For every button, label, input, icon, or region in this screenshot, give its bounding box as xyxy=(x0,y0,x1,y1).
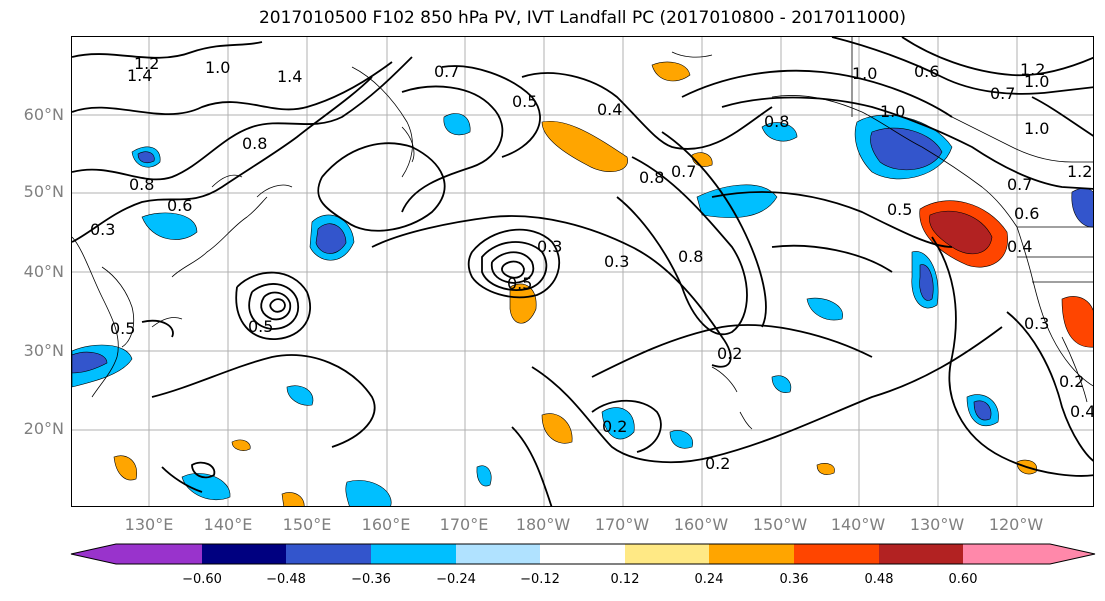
contour-label: 1.0 xyxy=(852,64,877,83)
contour-label: 0.8 xyxy=(129,175,154,194)
map-panel: 1.2 1.4 1.0 1.4 0.7 0.5 0.4 0.8 0.8 0.6 … xyxy=(71,36,1094,507)
contour-label: 0.3 xyxy=(537,237,562,256)
contour-label: 0.4 xyxy=(597,100,622,119)
contour-label: 1.4 xyxy=(127,66,152,85)
contour-label: 0.7 xyxy=(434,62,459,81)
contour-label: 0.4 xyxy=(1070,402,1094,421)
colorbar-tick: −0.36 xyxy=(351,572,391,587)
graticule xyxy=(72,37,1093,506)
contour-label: 0.7 xyxy=(1007,175,1032,194)
colorbar-tick: −0.24 xyxy=(436,572,476,587)
contour-label: 0.5 xyxy=(110,319,135,338)
lon-label-170w: 170°W xyxy=(594,515,650,534)
contour-label: 0.4 xyxy=(1007,237,1032,256)
contour-label: 0.8 xyxy=(242,134,267,153)
contour-label: 0.7 xyxy=(990,84,1015,103)
lat-label-20n: 20°N xyxy=(23,419,64,438)
contour-label: 1.2 xyxy=(1067,162,1092,181)
lon-label-150w: 150°W xyxy=(752,515,808,534)
ivt-pc-shading xyxy=(72,61,1093,506)
figure-title: 2017010500 F102 850 hPa PV, IVT Landfall… xyxy=(258,8,906,28)
colorbar-segment xyxy=(879,544,963,564)
colorbar-segment xyxy=(625,544,709,564)
colorbar-segment xyxy=(456,544,540,564)
contour-label: 1.2 xyxy=(1020,60,1045,79)
map-svg: 1.2 1.4 1.0 1.4 0.7 0.5 0.4 0.8 0.8 0.6 … xyxy=(72,37,1094,506)
colorbar-segment xyxy=(202,544,286,564)
contour-label: 0.5 xyxy=(248,317,273,336)
contour-label: 0.8 xyxy=(764,112,789,131)
colorbar-outline xyxy=(70,543,1096,565)
contour-label: 1.0 xyxy=(1024,119,1049,138)
colorbar-segment xyxy=(286,544,371,564)
colorbar-segment xyxy=(71,544,202,564)
contour-label: 0.6 xyxy=(1014,204,1039,223)
lat-label-50n: 50°N xyxy=(23,182,64,201)
contour-label: 0.2 xyxy=(602,417,627,436)
colorbar-segment xyxy=(371,544,456,564)
contour-label: 1.0 xyxy=(1024,72,1049,91)
contour-label: 0.3 xyxy=(604,252,629,271)
lon-label-150e: 150°E xyxy=(282,515,332,534)
contour-label: 1.2 xyxy=(134,54,159,73)
colorbar-tick: −0.60 xyxy=(182,572,222,587)
contour-label: 1.0 xyxy=(880,102,905,121)
contour-label: 0.2 xyxy=(1059,372,1084,391)
contour-label: 0.2 xyxy=(717,344,742,363)
lon-label-180w: 180°W xyxy=(515,515,571,534)
coastlines xyxy=(72,37,1093,430)
contour-label: 0.2 xyxy=(705,454,730,473)
lon-label-140e: 140°E xyxy=(203,515,253,534)
contour-label: 0.6 xyxy=(167,196,192,215)
colorbar-tick: 0.36 xyxy=(779,572,809,587)
colorbar-tick: −0.12 xyxy=(520,572,560,587)
contour-label: 0.8 xyxy=(639,168,664,187)
contour-label: 1.4 xyxy=(277,67,302,86)
lon-label-140w: 140°W xyxy=(830,515,886,534)
pv-contours xyxy=(72,37,1093,506)
lon-label-160e: 160°E xyxy=(361,515,411,534)
contour-label: 0.7 xyxy=(671,162,696,181)
lon-label-170e: 170°E xyxy=(439,515,489,534)
lon-label-120w: 120°W xyxy=(988,515,1044,534)
colorbar-segment xyxy=(794,544,879,564)
colorbar-segment xyxy=(963,544,1095,564)
colorbar-tick: 0.24 xyxy=(694,572,724,587)
contour-label: 1.0 xyxy=(205,58,230,77)
lon-label-160w: 160°W xyxy=(673,515,729,534)
colorbar-tick: 0.48 xyxy=(864,572,894,587)
lat-label-30n: 30°N xyxy=(23,341,64,360)
contour-label: 0.8 xyxy=(678,247,703,266)
lat-label-40n: 40°N xyxy=(23,262,64,281)
lon-label-130e: 130°E xyxy=(124,515,174,534)
colorbar-segment xyxy=(540,544,625,564)
contour-label: 0.5 xyxy=(512,92,537,111)
contour-labels: 1.2 1.4 1.0 1.4 0.7 0.5 0.4 0.8 0.8 0.6 … xyxy=(90,54,1094,473)
contour-label: 0.5 xyxy=(887,200,912,219)
colorbar-tick: 0.60 xyxy=(948,572,978,587)
lat-label-60n: 60°N xyxy=(23,105,64,124)
colorbar-segment xyxy=(709,544,794,564)
colorbar xyxy=(70,543,1096,565)
contour-label: 0.5 xyxy=(507,274,532,293)
contour-label: 0.3 xyxy=(1024,314,1049,333)
lon-label-130w: 130°W xyxy=(909,515,965,534)
colorbar-tick: 0.12 xyxy=(610,572,640,587)
contour-label: 0.3 xyxy=(90,220,115,239)
colorbar-tick: −0.48 xyxy=(266,572,306,587)
contour-label: 0.6 xyxy=(914,62,939,81)
